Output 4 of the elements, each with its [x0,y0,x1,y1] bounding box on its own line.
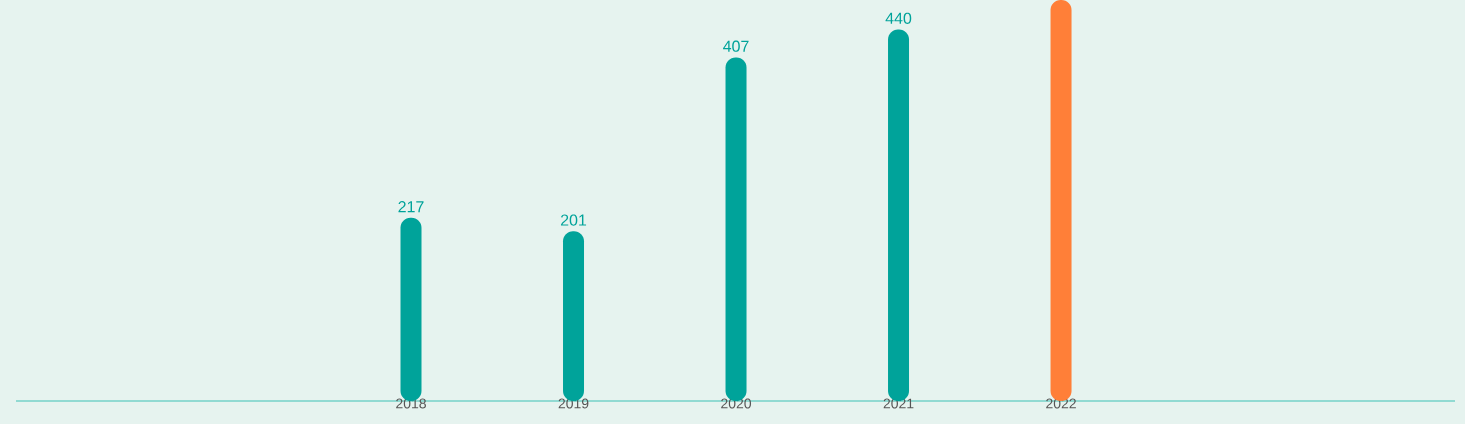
data-label: 217 [398,201,424,213]
data-label: 440 [885,12,912,25]
data-label: 407 [723,40,749,52]
data-label: 201 [560,214,587,226]
